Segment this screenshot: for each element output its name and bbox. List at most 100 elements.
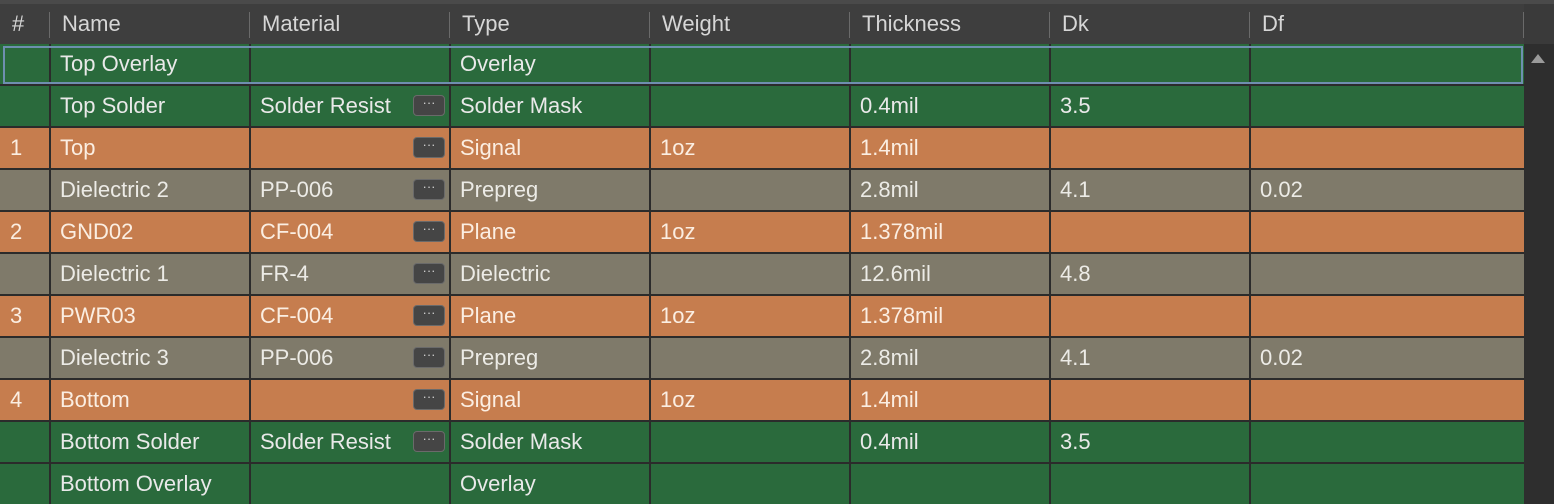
column-separator[interactable]	[1523, 12, 1524, 38]
cell-df[interactable]	[1250, 380, 1524, 420]
cell-num[interactable]: 2	[10, 219, 23, 244]
cell-dk[interactable]: 3.5	[1060, 429, 1091, 454]
cell-thickness[interactable]: 1.378mil	[860, 219, 944, 244]
column-separator[interactable]	[1049, 12, 1050, 38]
cell-weight[interactable]	[650, 44, 850, 84]
cell-num[interactable]	[0, 86, 50, 126]
cell-weight[interactable]	[650, 464, 850, 504]
column-header-df[interactable]: Df	[1262, 11, 1284, 36]
cell-material[interactable]: CF-004	[260, 219, 334, 244]
cell-weight[interactable]	[650, 86, 850, 126]
cell-material[interactable]	[250, 44, 450, 84]
cell-dk[interactable]	[1050, 128, 1250, 168]
cell-dk[interactable]	[1050, 296, 1250, 336]
material-browse-button[interactable]: ···	[413, 263, 445, 284]
column-header-weight[interactable]: Weight	[662, 11, 731, 36]
cell-num[interactable]	[0, 170, 50, 210]
cell-thickness[interactable]: 1.4mil	[860, 387, 919, 412]
cell-material[interactable]: CF-004	[260, 303, 334, 328]
cell-name[interactable]: PWR03	[60, 303, 136, 328]
column-header-name[interactable]: Name	[62, 11, 121, 36]
cell-num[interactable]: 1	[10, 135, 23, 160]
cell-weight[interactable]: 1oz	[660, 303, 696, 328]
material-browse-button[interactable]: ···	[413, 179, 445, 200]
material-browse-button[interactable]: ···	[413, 221, 445, 242]
cell-material[interactable]: Solder Resist	[260, 93, 391, 118]
cell-name[interactable]: Dielectric 2	[60, 177, 169, 202]
cell-material[interactable]: PP-006	[260, 345, 334, 370]
cell-thickness[interactable]: 1.378mil	[860, 303, 944, 328]
cell-thickness[interactable]: 0.4mil	[860, 429, 919, 454]
cell-name[interactable]: Dielectric 3	[60, 345, 169, 370]
cell-name[interactable]: Bottom	[60, 387, 130, 412]
cell-dk[interactable]	[1050, 464, 1250, 504]
cell-df[interactable]	[1250, 464, 1524, 504]
cell-df[interactable]	[1250, 254, 1524, 294]
cell-num[interactable]: 3	[10, 303, 23, 328]
cell-weight[interactable]	[650, 254, 850, 294]
column-separator[interactable]	[1249, 12, 1250, 38]
material-browse-button[interactable]: ···	[413, 95, 445, 116]
cell-name[interactable]: Bottom Overlay	[60, 471, 212, 496]
cell-df[interactable]	[1250, 86, 1524, 126]
cell-df[interactable]: 0.02	[1260, 177, 1303, 202]
cell-num[interactable]: 4	[10, 387, 23, 412]
scroll-up-arrow-icon[interactable]	[1531, 54, 1545, 63]
cell-weight[interactable]: 1oz	[660, 387, 696, 412]
cell-weight[interactable]	[650, 422, 850, 462]
cell-thickness[interactable]	[850, 464, 1050, 504]
cell-type[interactable]: Plane	[460, 219, 517, 244]
table-row[interactable]: Top Overlay Overlay	[0, 44, 1524, 86]
vertical-scrollbar[interactable]	[1524, 44, 1554, 504]
material-browse-button[interactable]: ···	[413, 347, 445, 368]
cell-df[interactable]	[1250, 296, 1524, 336]
column-separator[interactable]	[49, 12, 50, 38]
material-browse-button[interactable]: ···	[413, 431, 445, 452]
cell-df[interactable]	[1250, 212, 1524, 252]
cell-name[interactable]: Top Overlay	[60, 51, 178, 76]
cell-df[interactable]	[1250, 128, 1524, 168]
column-header-dk[interactable]: Dk	[1062, 11, 1089, 36]
cell-name[interactable]: Bottom Solder	[60, 429, 200, 454]
cell-type[interactable]: Prepreg	[460, 177, 539, 202]
column-separator[interactable]	[449, 12, 450, 38]
table-row[interactable]: Bottom Overlay Overlay	[0, 464, 1524, 504]
column-header-num[interactable]: #	[12, 11, 25, 36]
column-header-material[interactable]: Material	[262, 11, 341, 36]
column-separator[interactable]	[249, 12, 250, 38]
cell-df[interactable]	[1250, 44, 1524, 84]
table-row[interactable]: Dielectric 1 FR-4 Dielectric 12.6mil 4.8 ···	[0, 254, 1524, 296]
column-separator[interactable]	[649, 12, 650, 38]
cell-type[interactable]: Dielectric	[460, 261, 551, 286]
cell-num[interactable]	[0, 338, 50, 378]
cell-type[interactable]: Solder Mask	[460, 93, 583, 118]
material-browse-button[interactable]: ···	[413, 137, 445, 158]
cell-dk[interactable]: 4.1	[1060, 177, 1091, 202]
cell-num[interactable]	[0, 44, 50, 84]
column-header-type[interactable]: Type	[462, 11, 510, 36]
table-row[interactable]: Bottom Solder Solder Resist Solder Mask 0.4…	[0, 422, 1524, 464]
cell-thickness[interactable]: 2.8mil	[860, 177, 919, 202]
table-row[interactable]: 3 PWR03 CF-004 Plane 1oz 1.378mil ···	[0, 296, 1524, 338]
cell-df[interactable]	[1250, 422, 1524, 462]
cell-weight[interactable]	[650, 170, 850, 210]
material-browse-button[interactable]: ···	[413, 305, 445, 326]
cell-type[interactable]: Plane	[460, 303, 517, 328]
table-row[interactable]: Dielectric 3 PP-006 Prepreg 2.8mil 4.1 0.02 ··…	[0, 338, 1524, 380]
cell-type[interactable]: Signal	[460, 387, 522, 412]
cell-dk[interactable]: 4.8	[1060, 261, 1091, 286]
cell-num[interactable]	[0, 422, 50, 462]
cell-material[interactable]: Solder Resist	[260, 429, 391, 454]
cell-name[interactable]: GND02	[60, 219, 134, 244]
cell-num[interactable]	[0, 464, 50, 504]
table-row[interactable]: 4 Bottom Signal 1oz 1.4mil ···	[0, 380, 1524, 422]
cell-material[interactable]: PP-006	[260, 177, 334, 202]
cell-num[interactable]	[0, 254, 50, 294]
cell-df[interactable]: 0.02	[1260, 345, 1303, 370]
cell-type[interactable]: Prepreg	[460, 345, 539, 370]
table-row[interactable]: 2 GND02 CF-004 Plane 1oz 1.378mil ···	[0, 212, 1524, 254]
cell-dk[interactable]: 3.5	[1060, 93, 1091, 118]
cell-material[interactable]	[250, 464, 450, 504]
material-browse-button[interactable]: ···	[413, 389, 445, 410]
column-separator[interactable]	[849, 12, 850, 38]
